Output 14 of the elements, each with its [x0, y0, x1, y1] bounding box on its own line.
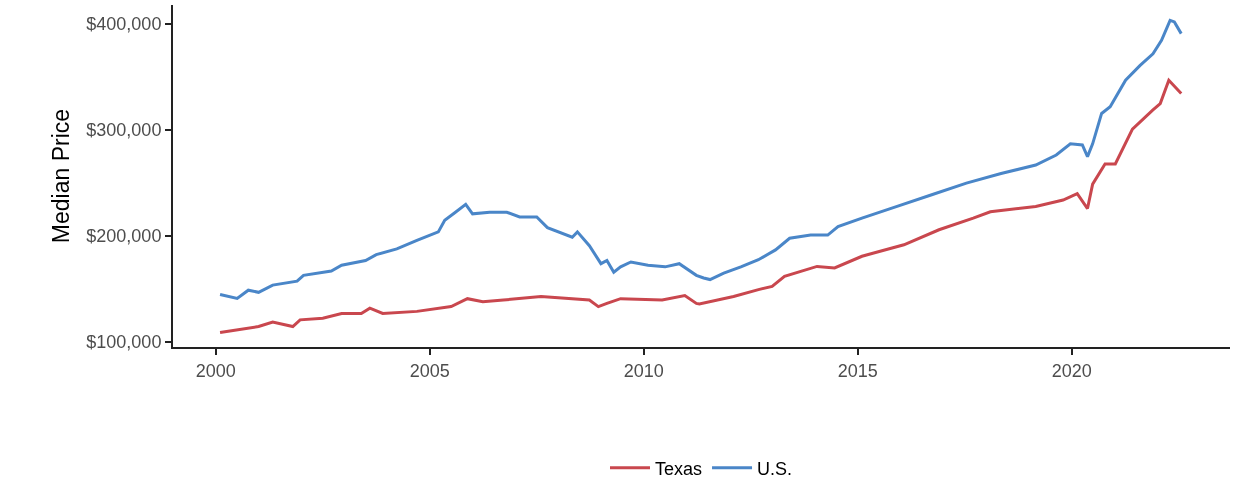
y-tick-label: $100,000 [86, 332, 162, 353]
legend-label: Texas [655, 458, 703, 479]
x-tick-label: 2005 [409, 360, 450, 381]
y-tick-label: $300,000 [86, 120, 162, 141]
legend-label: U.S. [757, 458, 793, 479]
y-axis-title: Median Price [48, 108, 75, 244]
y-tick-label: $200,000 [86, 226, 162, 247]
x-tick-label: 2020 [1051, 360, 1092, 381]
x-tick-label: 2000 [195, 360, 236, 381]
y-tick-label: $400,000 [86, 14, 162, 35]
line-series [218, 18, 1183, 300]
x-tick-label: 2010 [623, 360, 664, 381]
x-tick-label: 2015 [837, 360, 878, 381]
line-series [218, 78, 1183, 335]
